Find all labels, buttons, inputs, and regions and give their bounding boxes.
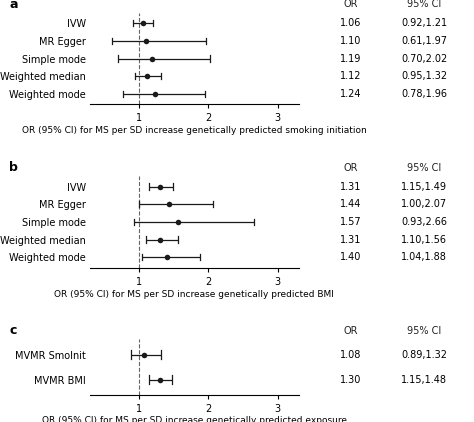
X-axis label: OR (95% CI) for MS per SD increase genetically predicted BMI: OR (95% CI) for MS per SD increase genet… xyxy=(55,289,334,299)
Text: c: c xyxy=(9,325,17,337)
Text: 1.10: 1.10 xyxy=(340,36,362,46)
Text: 0.61,1.97: 0.61,1.97 xyxy=(401,36,447,46)
Text: 1.44: 1.44 xyxy=(340,199,362,209)
Text: 1.10,1.56: 1.10,1.56 xyxy=(401,235,447,245)
Text: 1.31: 1.31 xyxy=(340,235,362,245)
Text: 1.24: 1.24 xyxy=(340,89,362,99)
Text: 1.31: 1.31 xyxy=(340,181,362,192)
Text: 1.40: 1.40 xyxy=(340,252,362,262)
Text: 1.15,1.48: 1.15,1.48 xyxy=(401,375,447,384)
X-axis label: OR (95% CI) for MS per SD increase genetically predicted exposure: OR (95% CI) for MS per SD increase genet… xyxy=(42,417,347,422)
Text: 1.12: 1.12 xyxy=(340,71,362,81)
Text: 1.04,1.88: 1.04,1.88 xyxy=(401,252,447,262)
Text: 1.06: 1.06 xyxy=(340,18,362,28)
Text: 1.08: 1.08 xyxy=(340,349,362,360)
Text: 0.89,1.32: 0.89,1.32 xyxy=(401,349,447,360)
Text: 1.57: 1.57 xyxy=(340,217,362,227)
Text: OR: OR xyxy=(344,163,358,173)
Text: 95% CI: 95% CI xyxy=(407,326,441,336)
Text: 95% CI: 95% CI xyxy=(407,163,441,173)
Text: 0.78,1.96: 0.78,1.96 xyxy=(401,89,447,99)
Text: b: b xyxy=(9,161,18,174)
Text: 0.93,2.66: 0.93,2.66 xyxy=(401,217,447,227)
Text: 1.19: 1.19 xyxy=(340,54,362,64)
Text: 0.95,1.32: 0.95,1.32 xyxy=(401,71,447,81)
Text: 1.30: 1.30 xyxy=(340,375,362,384)
Text: 1.15,1.49: 1.15,1.49 xyxy=(401,181,447,192)
Text: OR: OR xyxy=(344,0,358,9)
Text: 95% CI: 95% CI xyxy=(407,0,441,9)
Text: 1.00,2.07: 1.00,2.07 xyxy=(401,199,447,209)
Text: a: a xyxy=(9,0,18,11)
Text: OR: OR xyxy=(344,326,358,336)
Text: 0.70,2.02: 0.70,2.02 xyxy=(401,54,447,64)
X-axis label: OR (95% CI) for MS per SD increase genetically predicted smoking initiation: OR (95% CI) for MS per SD increase genet… xyxy=(22,126,367,135)
Text: 0.92,1.21: 0.92,1.21 xyxy=(401,18,447,28)
